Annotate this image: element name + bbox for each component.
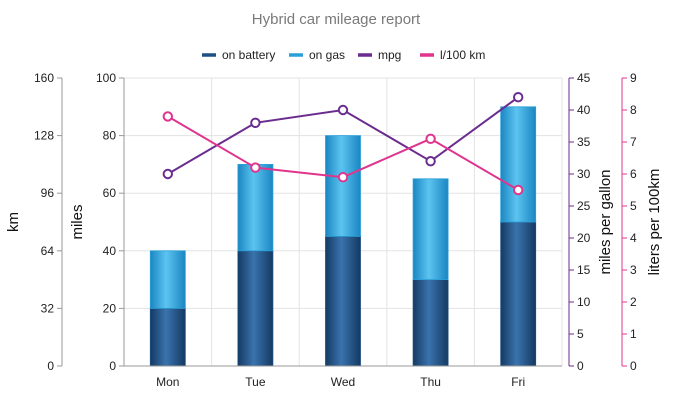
miles-axis-title: miles [69, 204, 86, 239]
x-tick-label: Mon [156, 375, 179, 389]
miles-tick-label: 80 [103, 129, 117, 143]
l100km-axis-title: liters per 100km [646, 169, 663, 276]
bar-on-battery [325, 235, 361, 367]
legend-label-mpg: mpg [378, 48, 401, 62]
l100km-tick-label: 0 [630, 359, 637, 373]
bar-on-battery [500, 221, 537, 367]
mpg-tick-label: 35 [577, 135, 591, 149]
mpg-tick-label: 0 [577, 359, 584, 373]
km-tick-label: 0 [47, 359, 54, 373]
l100km-tick-label: 3 [630, 263, 637, 277]
legend-label-on-battery: on battery [222, 48, 275, 62]
bar-on-gas [237, 163, 274, 252]
l100km-tick-label: 9 [630, 71, 637, 85]
legend: on battery on gas mpg l/100 km [202, 48, 485, 62]
bar-on-gas [149, 250, 186, 309]
point-mpg [513, 92, 524, 103]
point-l-100-km [513, 184, 524, 196]
l100km-tick-label: 1 [630, 327, 637, 341]
miles-tick-label: 100 [96, 71, 116, 85]
mpg-tick-label: 10 [577, 295, 591, 309]
km-tick-label: 128 [34, 129, 54, 143]
mpg-tick-label: 25 [577, 199, 591, 213]
point-l-100-km [425, 133, 436, 145]
l100km-tick-label: 5 [630, 199, 637, 213]
point-l-100-km [337, 172, 349, 183]
point-mpg [337, 104, 349, 116]
l100km-tick-label: 8 [630, 103, 637, 117]
bar-on-battery [149, 307, 186, 367]
axes: 0326496128160020406080100051015202530354… [34, 71, 637, 389]
x-tick-label: Tue [245, 375, 266, 389]
point-mpg [162, 168, 174, 180]
point-mpg [250, 117, 261, 129]
point-mpg [425, 156, 436, 167]
miles-tick-label: 40 [103, 244, 117, 258]
l100km-tick-label: 6 [630, 167, 637, 181]
mpg-tick-label: 40 [577, 103, 591, 117]
km-tick-label: 64 [41, 244, 55, 258]
bar-on-gas [500, 106, 537, 223]
miles-tick-label: 0 [109, 359, 116, 373]
km-axis-title: km [5, 212, 22, 232]
x-tick-label: Wed [331, 375, 355, 389]
mpg-axis-title: miles per gallon [597, 169, 614, 274]
lines [162, 92, 524, 196]
x-tick-label: Fri [511, 375, 525, 389]
km-tick-label: 96 [41, 186, 55, 200]
x-tick-label: Thu [420, 375, 441, 389]
l100km-tick-label: 4 [630, 231, 637, 245]
miles-tick-label: 60 [103, 186, 117, 200]
bar-on-gas [325, 135, 361, 237]
bar-on-battery [237, 250, 274, 367]
point-l-100-km [162, 111, 174, 122]
mpg-tick-label: 5 [577, 327, 584, 341]
bar-on-battery [412, 279, 449, 367]
legend-label-on-gas: on gas [309, 48, 345, 62]
mpg-tick-label: 15 [577, 263, 591, 277]
km-tick-label: 32 [41, 301, 55, 315]
mpg-tick-label: 45 [577, 71, 591, 85]
miles-tick-label: 20 [103, 301, 117, 315]
l100km-tick-label: 7 [630, 135, 637, 149]
chart-title: Hybrid car mileage report [252, 11, 421, 28]
point-l-100-km [250, 162, 261, 173]
bar-on-gas [412, 178, 449, 281]
bars [149, 106, 537, 367]
km-tick-label: 160 [34, 71, 54, 85]
l100km-tick-label: 2 [630, 295, 637, 309]
legend-label-l-100-km: l/100 km [440, 48, 485, 62]
mpg-tick-label: 20 [577, 231, 591, 245]
mpg-tick-label: 30 [577, 167, 591, 181]
